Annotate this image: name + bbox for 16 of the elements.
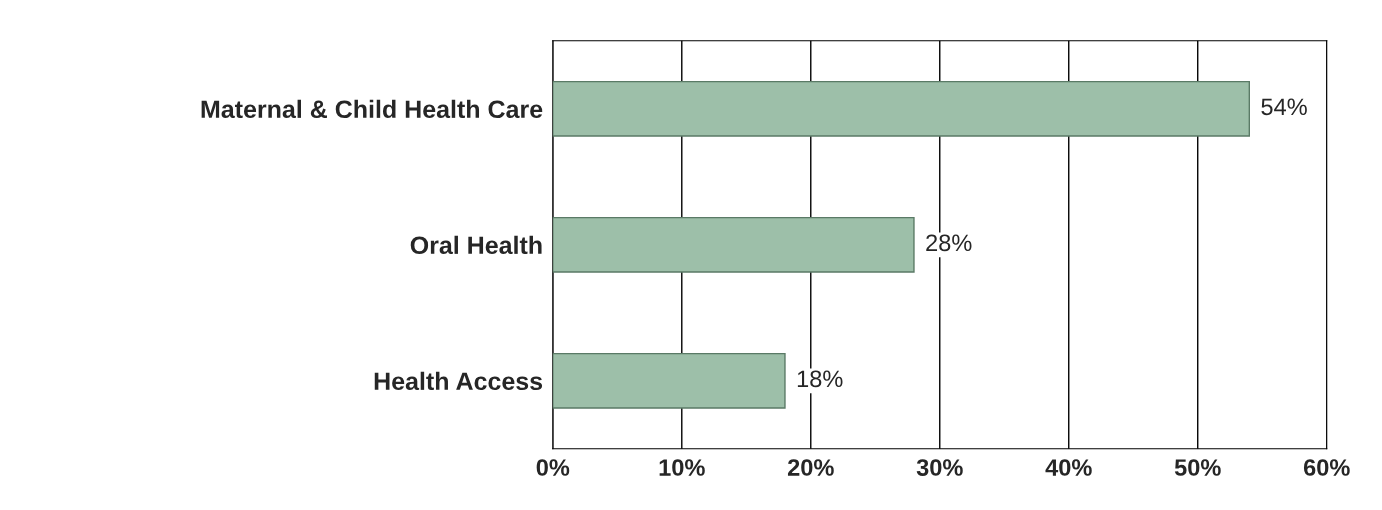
x-tick-label: 20%	[787, 459, 834, 476]
y-tick-label: Oral Health	[410, 235, 542, 255]
data-label: 54%	[1261, 98, 1307, 116]
x-tick-label: 30%	[916, 459, 963, 476]
x-tick-label: 10%	[659, 459, 705, 476]
y-tick-label: Health Access	[374, 371, 543, 391]
x-tick-label: 0%	[536, 459, 570, 476]
data-label: 18%	[797, 370, 843, 388]
x-tick-label: 50%	[1174, 459, 1221, 476]
x-tick-label: 40%	[1045, 459, 1092, 476]
bar	[552, 352, 786, 409]
y-tick-label: Maternal & Child Health Care	[201, 99, 543, 119]
bar	[552, 216, 915, 273]
data-label: 28%	[926, 234, 972, 252]
x-tick-label: 60%	[1303, 459, 1350, 476]
bar	[552, 80, 1251, 137]
